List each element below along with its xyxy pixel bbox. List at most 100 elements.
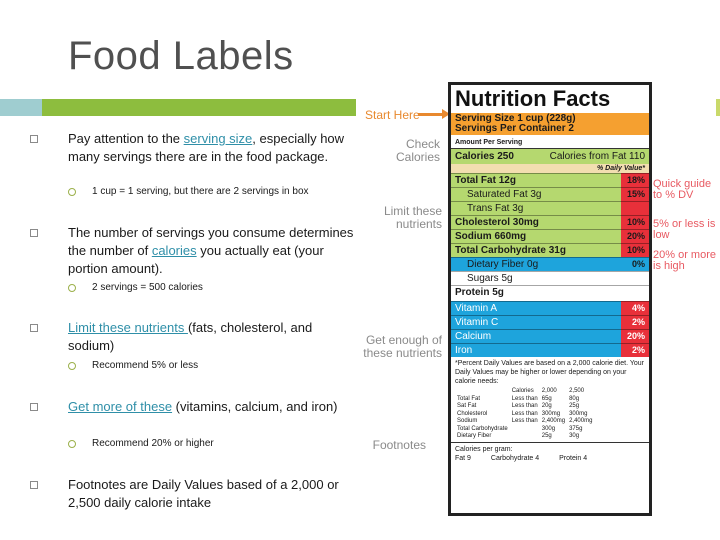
footnote-cell: 80g [569, 395, 580, 402]
nutrient-percent: 20% [626, 331, 645, 341]
nutrient-row: Protein 5g [451, 285, 649, 299]
nutrient-percent: 18% [626, 175, 645, 185]
footnote-cell: Calories [511, 388, 534, 394]
nutrient-name: Saturated Fat 3g [467, 189, 542, 200]
footnote-cell: Total Fat [457, 395, 481, 402]
sub-bullet-3: Recommend 5% or less [68, 359, 198, 373]
bullet-1: Pay attention to the serving size, espec… [30, 130, 360, 166]
serving-size-link[interactable]: serving size [183, 131, 253, 146]
nutrient-name: Sugars 5g [467, 273, 513, 284]
footnote-cell: Cholesterol [457, 410, 488, 417]
footnote-cell: Less than [511, 410, 538, 417]
bullet-square-icon [30, 403, 38, 411]
footnote-cell: 375g [569, 425, 583, 432]
calories-from-fat: Calories from Fat 110 [549, 151, 645, 162]
limit-nutrients-label: Limit these nutrients [383, 204, 442, 231]
bullet-2: The number of servings you consume deter… [30, 224, 360, 278]
get-nutrients-block: Vitamin A 4% Vitamin C 2% Calcium 20% Iron 2% [451, 301, 649, 357]
bullet-circle-icon [68, 284, 76, 292]
amount-per-serving: Amount Per Serving [451, 137, 649, 149]
nutrient-row: Trans Fat 3g [451, 201, 649, 215]
footnote-row: Total Carbohydrate 300g 375g [457, 426, 596, 434]
nutrient-name: Total Carbohydrate 31g [455, 245, 566, 256]
sub-bullet-text: Recommend 5% or less [92, 360, 199, 371]
title-bar-right [716, 99, 720, 116]
nutrition-facts-panel: Nutrition Facts Serving Size 1 cup (228g… [448, 82, 652, 516]
footnote-row: Dietary Fiber 25g 30g [457, 433, 596, 441]
bullet-text: The number of servings you consume deter… [68, 225, 354, 258]
limit-nutrients-block: Total Fat 12g 18% Saturated Fat 3g 15% Trans… [451, 173, 649, 299]
footnote-cell: 25g [569, 403, 580, 409]
sub-bullet-text: Recommend 20% or higher [92, 438, 214, 449]
footnote-cell: Sat Fat [457, 403, 477, 409]
bullet-text: (vitamins, calcium, and iron) [172, 399, 338, 414]
footnote-cell: Sodium [457, 418, 478, 424]
nutrient-row: Dietary Fiber 0g 0% [451, 257, 649, 271]
footnote-cell: 2,400mg [541, 418, 566, 424]
bullet-text: Footnotes are Daily Values based of a 2,… [68, 477, 339, 510]
nutrition-facts-title: Nutrition Facts [455, 86, 611, 111]
footnote-cell [457, 388, 512, 396]
footnote-cell: 65g [541, 395, 552, 402]
nutrient-row: Sugars 5g [451, 271, 649, 285]
bullet-5: Footnotes are Daily Values based of a 2,… [30, 476, 360, 512]
footnote-cell: Less than [511, 418, 538, 424]
bullet-circle-icon [68, 188, 76, 196]
footnote-row: Sodium Less than 2,400mg 2,400mg [457, 418, 596, 426]
footnote-cell: Less than [511, 395, 538, 402]
calories-link[interactable]: calories [151, 243, 197, 258]
bullet-text: , especially how many servings there are… [68, 131, 345, 164]
bullet-text: Pay attention to the [68, 131, 184, 146]
footnote-cell: 30g [569, 433, 580, 439]
footnote-cell: Dietary Fiber [457, 433, 492, 439]
nutrient-name: Total Fat 12g [455, 175, 516, 186]
nutrient-name: Iron [455, 345, 473, 356]
bullet-3: Limit these nutrients (fats, cholesterol… [30, 319, 360, 355]
serving-band: Serving Size 1 cup (228g) Servings Per C… [451, 113, 649, 135]
footnote-cell: Total Carbohydrate [457, 425, 508, 432]
bullet-4: Get more of these (vitamins, calcium, an… [30, 398, 338, 416]
start-here-label: Start Here [365, 108, 420, 122]
footnote-cell [512, 433, 542, 441]
get-more-link[interactable]: Get more of these [68, 399, 173, 414]
sub-bullet-text: 1 cup = 1 serving, but there are 2 servi… [92, 186, 309, 197]
footnote-cell: 2,400mg [569, 418, 593, 424]
servings-per-container-text: Servings Per Container 2 [455, 123, 574, 134]
five-percent-low-label: 5% or less is low [653, 218, 716, 241]
nutrient-name: Dietary Fiber 0g [467, 259, 539, 270]
footnote-cell: 25g [541, 433, 552, 439]
nutrient-percent: 10% [626, 245, 645, 255]
nutrient-row: Iron 2% [451, 343, 649, 357]
nutrient-percent: 2% [631, 345, 645, 355]
calories-per-gram-label: Calories per gram: [455, 445, 513, 453]
nutrient-name: Sodium 660mg [455, 231, 527, 242]
arrow-head-icon [442, 109, 450, 119]
sub-bullet-1: 1 cup = 1 serving, but there are 2 servi… [68, 185, 309, 199]
nutrient-row: Sodium 660mg 20% [451, 229, 649, 243]
page-title: Food Labels [68, 34, 294, 78]
nutrient-row: Calcium 20% [451, 329, 649, 343]
footnote-cell: 20g [541, 403, 552, 409]
serving-size-text: Serving Size 1 cup (228g) [455, 113, 576, 124]
footnote-row: Total Fat Less than 65g 80g [457, 396, 596, 404]
bullet-square-icon [30, 481, 38, 489]
calories-row: Calories 250 Calories from Fat 110 [451, 149, 649, 164]
footnote-cell [512, 426, 542, 434]
twenty-percent-high-label: 20% or more is high [653, 249, 716, 272]
nutrient-percent: 4% [631, 303, 645, 313]
bullet-square-icon [30, 135, 38, 143]
sub-bullet-4: Recommend 20% or higher [68, 437, 214, 451]
get-red-column [621, 301, 649, 357]
nutrient-percent: 10% [626, 217, 645, 227]
title-bar-teal [0, 99, 42, 116]
nutrient-row: Total Fat 12g 18% [451, 173, 649, 187]
footnote-table: Calories 2,000 2,500 Total Fat Less than 65g 8… [451, 388, 602, 441]
limit-nutrients-link[interactable]: Limit these nutrients [68, 320, 188, 335]
arrow-icon [418, 113, 444, 116]
bullet-text: you actually eat (your portion amount). [68, 243, 324, 276]
nutrient-percent: 2% [631, 317, 645, 327]
nutrient-row: Vitamin C 2% [451, 315, 649, 329]
bullet-circle-icon [68, 362, 76, 370]
nutrient-row: Cholesterol 30mg 10% [451, 215, 649, 229]
nutrient-name: Vitamin A [455, 303, 498, 314]
